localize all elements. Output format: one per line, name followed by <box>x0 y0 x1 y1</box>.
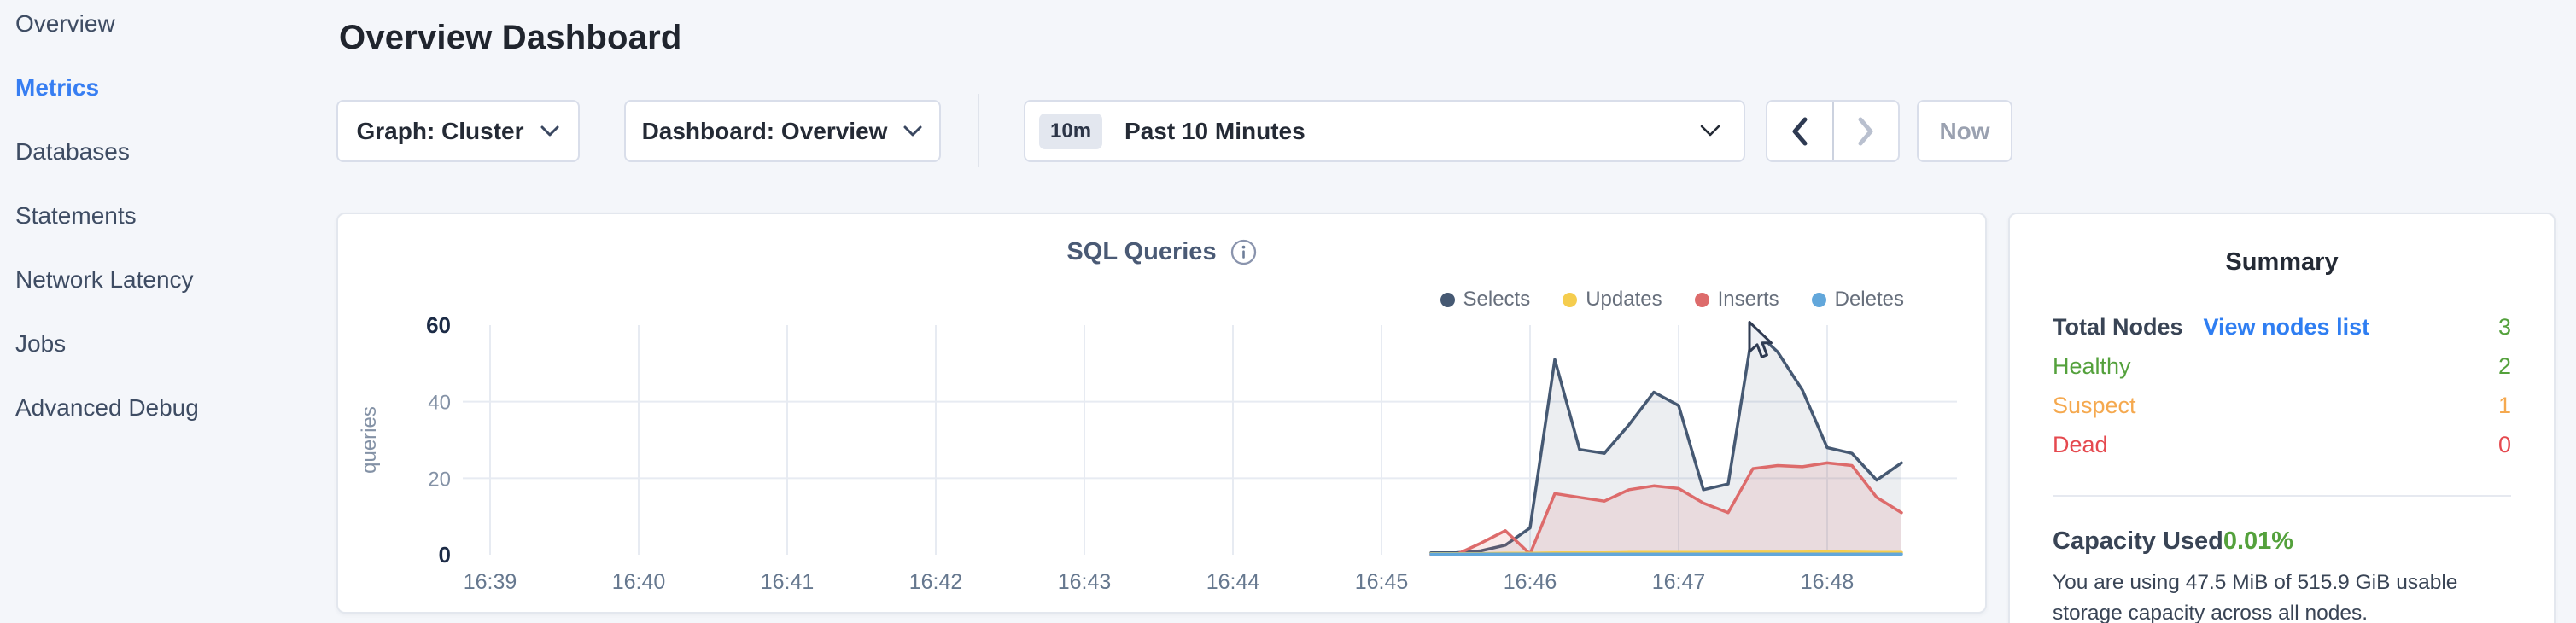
svg-text:16:47: 16:47 <box>1652 570 1706 594</box>
sidebar-item-statements[interactable]: Statements <box>15 202 137 229</box>
healthy-value: 2 <box>2497 353 2511 379</box>
healthy-label: Healthy <box>2053 353 2131 379</box>
svg-text:16:44: 16:44 <box>1206 570 1260 594</box>
dead-label: Dead <box>2053 432 2108 457</box>
svg-text:16:46: 16:46 <box>1504 570 1557 594</box>
sql-queries-chart-card: SQL Queries Selects Updates Inserts Dele… <box>336 213 1987 614</box>
capacity-used-row: Capacity Used 0.01% <box>2053 527 2511 556</box>
suspect-value: 1 <box>2497 393 2511 418</box>
summary-title: Summary <box>2225 248 2339 276</box>
summary-panel: Summary Total Nodes View nodes list 3 He… <box>2008 213 2556 623</box>
chevron-left-icon <box>1792 117 1808 145</box>
legend-label: Inserts <box>1717 288 1779 311</box>
graph-scope-dropdown-label: Graph: Cluster <box>356 117 524 144</box>
sidebar-item-advanced-debug[interactable]: Advanced Debug <box>15 394 199 421</box>
total-nodes-label: Total Nodes <box>2053 314 2183 340</box>
now-button[interactable]: Now <box>1917 100 2012 162</box>
sql-queries-line-chart[interactable]: 16:39 16:40 16:41 16:42 16:43 16:44 16:45 16:46… <box>338 214 1989 615</box>
legend-item-updates[interactable]: Updates <box>1563 288 1662 312</box>
svg-text:16:40: 16:40 <box>612 570 666 594</box>
legend-label: Deletes <box>1834 288 1904 311</box>
svg-text:60: 60 <box>426 312 451 338</box>
sidebar-item-overview[interactable]: Overview <box>15 10 115 37</box>
dashboard-dropdown-label: Dashboard: Overview <box>641 117 888 144</box>
view-nodes-list-link[interactable]: View nodes list <box>2203 314 2370 340</box>
controls-divider <box>978 94 979 167</box>
capacity-used-label: Capacity Used <box>2053 527 2223 555</box>
chevron-down-icon <box>1700 125 1720 136</box>
legend-label: Selects <box>1463 288 1531 311</box>
time-range-label: Past 10 Minutes <box>1124 117 1306 144</box>
chevron-down-icon <box>903 125 922 136</box>
legend-item-inserts[interactable]: Inserts <box>1694 288 1779 312</box>
chevron-right-icon <box>1858 117 1873 145</box>
now-button-label: Now <box>1939 117 1990 144</box>
total-nodes-row: Total Nodes View nodes list 3 <box>2053 314 2511 353</box>
updates-dot-icon <box>1563 292 1578 307</box>
graph-scope-dropdown[interactable]: Graph: Cluster <box>336 100 580 162</box>
total-nodes-value: 3 <box>2497 314 2511 340</box>
suspect-nodes-row: Suspect 1 <box>2053 393 2511 432</box>
capacity-description: You are using 47.5 MiB of 515.9 GiB usab… <box>2053 571 2458 623</box>
inserts-dot-icon <box>1694 292 1709 307</box>
deletes-dot-icon <box>1811 292 1826 307</box>
time-step-back-button[interactable] <box>1767 102 1834 160</box>
capacity-used-value: 0.01% <box>2223 527 2294 555</box>
svg-text:0: 0 <box>439 542 451 568</box>
info-icon[interactable] <box>1230 239 1257 265</box>
svg-text:40: 40 <box>428 392 451 415</box>
selects-dot-icon <box>1440 292 1455 307</box>
sidebar-item-metrics[interactable]: Metrics <box>15 74 100 101</box>
dead-nodes-row: Dead 0 <box>2053 432 2511 471</box>
legend-label: Updates <box>1586 288 1662 311</box>
svg-text:16:41: 16:41 <box>761 570 815 594</box>
page-title: Overview Dashboard <box>339 19 682 56</box>
chart-title: SQL Queries <box>1066 238 1217 265</box>
svg-text:queries: queries <box>358 406 381 474</box>
chevron-down-icon <box>540 125 559 136</box>
sidebar-nav: Overview Metrics Databases Statements Ne… <box>0 0 336 623</box>
legend-item-selects[interactable]: Selects <box>1440 288 1531 312</box>
chart-legend: Selects Updates Inserts Deletes <box>1440 288 1904 312</box>
svg-text:16:48: 16:48 <box>1801 570 1855 594</box>
healthy-nodes-row: Healthy 2 <box>2053 353 2511 393</box>
dashboard-dropdown[interactable]: Dashboard: Overview <box>624 100 941 162</box>
svg-text:20: 20 <box>428 468 451 491</box>
sidebar-item-jobs[interactable]: Jobs <box>15 330 67 357</box>
time-step-forward-button[interactable] <box>1834 102 1899 160</box>
suspect-label: Suspect <box>2053 393 2136 418</box>
time-range-dropdown[interactable]: 10m Past 10 Minutes <box>1024 100 1745 162</box>
dead-value: 0 <box>2497 432 2511 457</box>
sidebar-item-network-latency[interactable]: Network Latency <box>15 266 194 293</box>
summary-divider <box>2053 495 2511 497</box>
time-step-button-group <box>1766 100 1900 162</box>
svg-text:16:43: 16:43 <box>1058 570 1112 594</box>
svg-text:16:42: 16:42 <box>909 570 963 594</box>
time-range-badge: 10m <box>1039 113 1103 149</box>
svg-text:16:45: 16:45 <box>1355 570 1409 594</box>
svg-text:16:39: 16:39 <box>464 570 517 594</box>
legend-item-deletes[interactable]: Deletes <box>1811 288 1904 312</box>
sidebar-item-databases[interactable]: Databases <box>15 138 130 165</box>
